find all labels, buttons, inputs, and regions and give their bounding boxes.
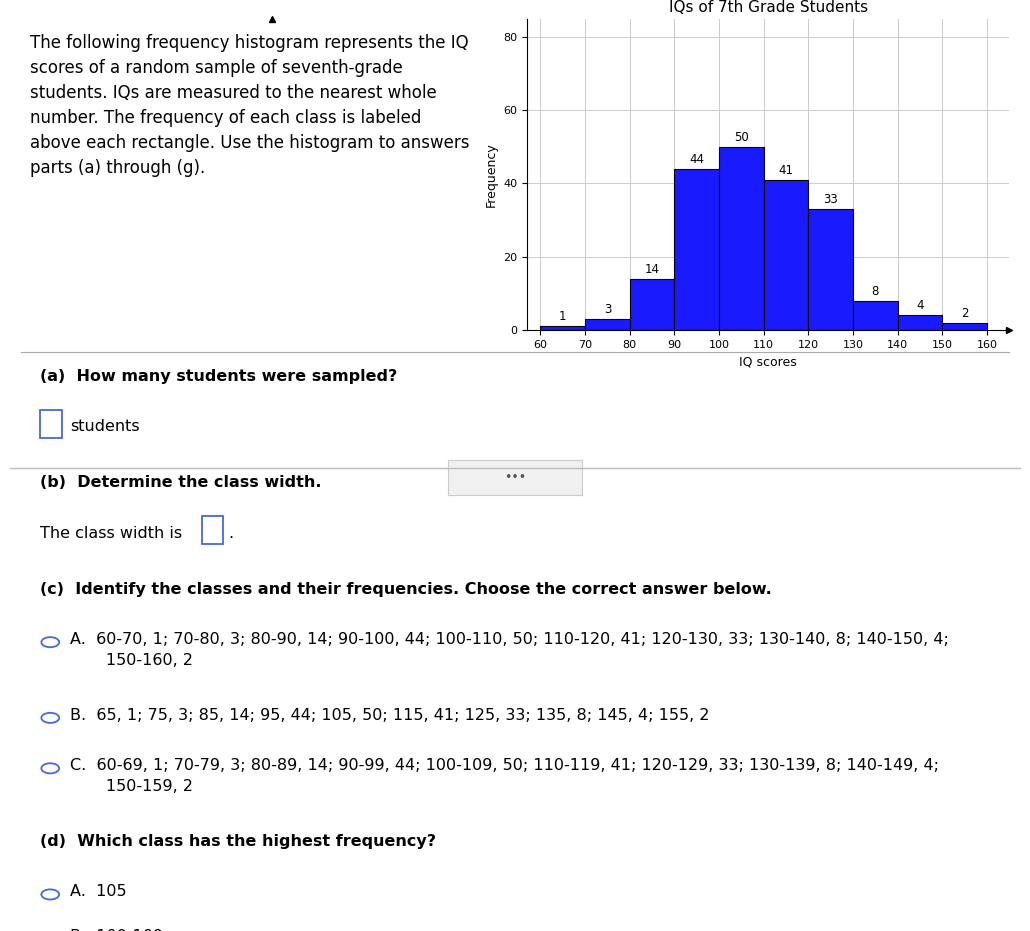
- Text: The class width is: The class width is: [40, 526, 182, 541]
- Bar: [675, 169, 719, 330]
- Text: 44: 44: [689, 153, 705, 166]
- Text: B.  65, 1; 75, 3; 85, 14; 95, 44; 105, 50; 115, 41; 125, 33; 135, 8; 145, 4; 155: B. 65, 1; 75, 3; 85, 14; 95, 44; 105, 50…: [70, 708, 710, 722]
- Text: (c)  Identify the classes and their frequencies. Choose the correct answer below: (c) Identify the classes and their frequ…: [40, 582, 772, 597]
- Text: (b)  Determine the class width.: (b) Determine the class width.: [40, 475, 322, 490]
- Bar: [585, 319, 629, 330]
- Text: .: .: [229, 526, 234, 541]
- Text: 14: 14: [645, 263, 659, 276]
- Bar: [629, 278, 675, 330]
- Bar: [942, 323, 987, 330]
- Text: 41: 41: [779, 164, 793, 177]
- Bar: [719, 147, 764, 330]
- Text: 3: 3: [604, 304, 611, 317]
- Text: 2: 2: [961, 307, 968, 319]
- Text: 4: 4: [917, 300, 924, 313]
- X-axis label: IQ scores: IQ scores: [740, 356, 797, 369]
- Bar: [853, 301, 898, 330]
- Bar: [764, 180, 809, 330]
- Text: 50: 50: [734, 131, 749, 144]
- Text: (a)  How many students were sampled?: (a) How many students were sampled?: [40, 369, 398, 384]
- Text: (d)  Which class has the highest frequency?: (d) Which class has the highest frequenc…: [40, 834, 437, 849]
- Y-axis label: Frequency: Frequency: [485, 142, 497, 207]
- Text: C.  60-69, 1; 70-79, 3; 80-89, 14; 90-99, 44; 100-109, 50; 110-119, 41; 120-129,: C. 60-69, 1; 70-79, 3; 80-89, 14; 90-99,…: [70, 758, 939, 794]
- Text: A.  60-70, 1; 70-80, 3; 80-90, 14; 90-100, 44; 100-110, 50; 110-120, 41; 120-130: A. 60-70, 1; 70-80, 3; 80-90, 14; 90-100…: [70, 632, 949, 668]
- Title: IQs of 7th Grade Students: IQs of 7th Grade Students: [668, 0, 868, 15]
- Bar: [809, 209, 853, 330]
- Text: 33: 33: [823, 194, 838, 206]
- Text: students: students: [70, 419, 140, 434]
- Text: 8: 8: [871, 285, 879, 298]
- Text: •••: •••: [504, 471, 526, 484]
- Bar: [541, 327, 585, 330]
- Text: 1: 1: [559, 310, 567, 323]
- Text: A.  105: A. 105: [70, 884, 127, 899]
- Text: The following frequency histogram represents the IQ
scores of a random sample of: The following frequency histogram repres…: [30, 34, 470, 177]
- Bar: [898, 316, 942, 330]
- Text: B.  100-109: B. 100-109: [70, 929, 163, 931]
